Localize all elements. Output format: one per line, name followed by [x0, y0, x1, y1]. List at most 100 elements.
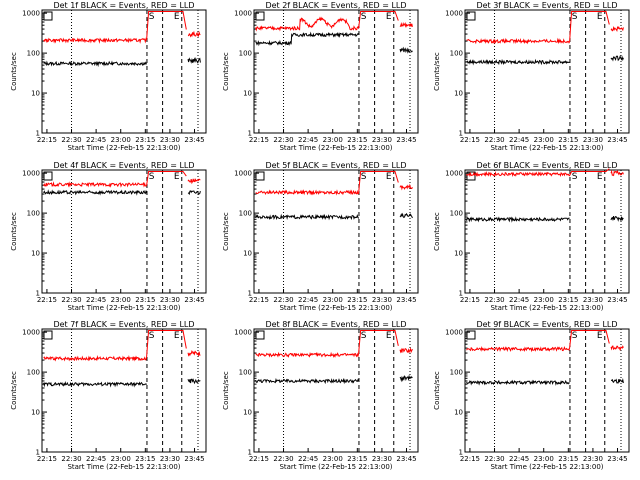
x-tick-label: 23:00 — [323, 136, 343, 144]
y-tick-label: 1 — [248, 449, 252, 457]
panel-8: Det 8f BLACK = Events, RED = LLD 1 10 100 10… — [222, 320, 419, 471]
x-tick-label: 23:45 — [184, 455, 204, 463]
x-tick-label: 22:15 — [37, 296, 57, 304]
x-tick-label: 23:15 — [135, 455, 155, 463]
x-tick-label: 23:30 — [160, 296, 180, 304]
events-tail-line — [611, 378, 624, 384]
events-series-line — [43, 381, 147, 388]
panel-9: Det 9f BLACK = Events, RED = LLD 1 10 100 10… — [433, 320, 630, 471]
events-series-line — [255, 31, 359, 47]
events-series-line — [43, 189, 148, 196]
y-tick-label: 1 — [36, 290, 40, 298]
marker-s-label: S — [572, 172, 578, 182]
events-series-line — [43, 60, 148, 68]
x-tick-label: 23:15 — [135, 296, 155, 304]
panel-1: Det 1f BLACK = Events, RED = LLD 1 10 100 10… — [10, 1, 207, 152]
x-tick-label: 23:30 — [583, 296, 603, 304]
y-tick-label: 1 — [248, 130, 252, 138]
y-tick-label: 10 — [454, 409, 463, 417]
x-tick-label: 22:30 — [273, 136, 293, 144]
panel-title: Det 2f BLACK = Events, RED = LLD — [265, 1, 406, 10]
y-tick-label: 10 — [243, 90, 252, 98]
y-tick-label: 100 — [239, 210, 252, 218]
events-series-line — [466, 58, 570, 66]
corner-marker-box — [43, 11, 53, 21]
x-tick-label: 23:15 — [135, 136, 155, 144]
x-tick-label: 22:15 — [460, 455, 480, 463]
x-axis-label: Start Time (22-Feb-15 22:13:00) — [490, 463, 603, 471]
x-tick-label: 22:30 — [484, 455, 504, 463]
y-tick-label: 10 — [31, 409, 40, 417]
plot-frame — [464, 169, 630, 294]
lld-tail-line — [610, 345, 624, 351]
x-tick-label: 22:45 — [509, 136, 529, 144]
marker-e-label: E — [174, 331, 180, 341]
x-tick-label: 22:15 — [249, 296, 269, 304]
y-tick-label: 1 — [36, 449, 40, 457]
x-tick-label: 23:30 — [372, 455, 392, 463]
x-tick-label: 23:45 — [607, 136, 627, 144]
y-tick-label: 1000 — [445, 170, 463, 178]
y-axis-label: Counts/sec — [10, 52, 18, 91]
y-tick-label: 1 — [248, 290, 252, 298]
panel-5: Det 5f BLACK = Events, RED = LLD 1 10 100 10… — [222, 161, 419, 312]
panel-4: Det 4f BLACK = Events, RED = LLD 1 10 100 10… — [10, 161, 207, 312]
lld-series-line — [43, 11, 187, 44]
lld-series-line — [43, 330, 187, 362]
lld-tail-line — [610, 25, 624, 33]
x-axis-label: Start Time (22-Feb-15 22:13:00) — [490, 144, 603, 152]
x-tick-label: 22:45 — [298, 136, 318, 144]
x-tick-label: 22:15 — [460, 136, 480, 144]
y-tick-label: 1000 — [22, 10, 40, 18]
lld-series-line — [466, 330, 610, 353]
lld-series-line — [255, 330, 399, 358]
x-tick-label: 22:30 — [273, 455, 293, 463]
events-tail-line — [399, 374, 413, 383]
x-tick-label: 23:30 — [583, 455, 603, 463]
marker-s-label: S — [361, 331, 367, 341]
lld-tail-line — [187, 30, 201, 38]
y-axis-label: Counts/sec — [222, 212, 230, 251]
lld-series-line — [466, 168, 610, 178]
x-axis-label: Start Time (22-Feb-15 22:13:00) — [490, 304, 603, 312]
x-tick-label: 23:00 — [534, 296, 554, 304]
y-tick-label: 10 — [243, 409, 252, 417]
x-axis-label: Start Time (22-Feb-15 22:13:00) — [279, 304, 392, 312]
x-tick-label: 23:15 — [558, 136, 578, 144]
panel-title: Det 4f BLACK = Events, RED = LLD — [53, 161, 194, 170]
x-tick-label: 22:30 — [273, 296, 293, 304]
x-tick-label: 23:30 — [160, 455, 180, 463]
lld-tail-line — [399, 347, 413, 354]
y-tick-label: 10 — [243, 250, 252, 258]
plot-frame — [464, 9, 630, 134]
events-series-line — [255, 213, 360, 221]
marker-s-label: S — [572, 12, 578, 22]
events-tail-line — [187, 378, 201, 385]
y-tick-label: 10 — [31, 90, 40, 98]
events-tail-line — [399, 212, 413, 219]
panel-2: Det 2f BLACK = Events, RED = LLD 1 10 100 10… — [222, 1, 419, 152]
y-tick-label: 100 — [27, 210, 40, 218]
x-tick-label: 22:45 — [509, 296, 529, 304]
x-tick-label: 22:45 — [86, 296, 106, 304]
y-tick-label: 100 — [450, 210, 463, 218]
x-axis-label: Start Time (22-Feb-15 22:13:00) — [279, 144, 392, 152]
x-tick-label: 23:45 — [396, 136, 416, 144]
corner-marker-box — [255, 171, 265, 181]
plot-frame — [464, 328, 630, 453]
panel-title: Det 7f BLACK = Events, RED = LLD — [53, 320, 194, 329]
x-axis-label: Start Time (22-Feb-15 22:13:00) — [279, 463, 392, 471]
panel-title: Det 6f BLACK = Events, RED = LLD — [476, 161, 617, 170]
corner-marker-box — [43, 330, 53, 340]
x-axis-label: Start Time (22-Feb-15 22:13:00) — [67, 463, 180, 471]
y-tick-label: 1000 — [234, 329, 252, 337]
x-tick-label: 23:00 — [111, 136, 131, 144]
panel-title: Det 3f BLACK = Events, RED = LLD — [476, 1, 617, 10]
panel-3: Det 3f BLACK = Events, RED = LLD 1 10 100 10… — [433, 1, 630, 152]
x-tick-label: 22:15 — [460, 296, 480, 304]
marker-s-label: S — [149, 172, 155, 182]
lld-series-line — [43, 171, 187, 188]
lld-tail-line — [399, 183, 413, 191]
y-axis-label: Counts/sec — [222, 52, 230, 91]
x-tick-label: 23:00 — [534, 136, 554, 144]
